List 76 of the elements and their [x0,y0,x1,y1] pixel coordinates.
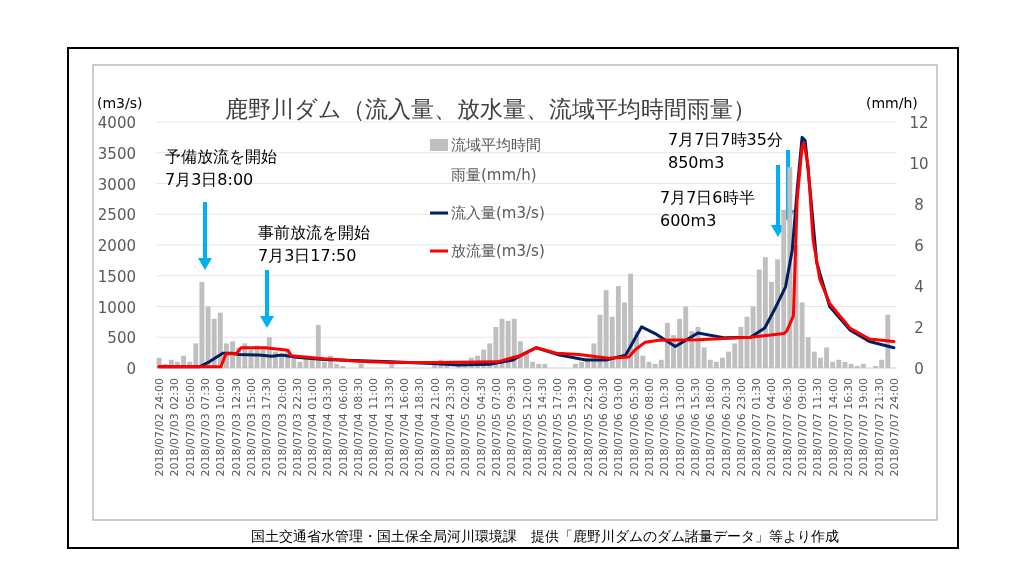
x-tick-label: 2018/07/06 03:00 [612,378,626,477]
y-tick-label: 2500 [97,206,136,225]
legend-label: 流入量(m3/s) [451,204,545,222]
y2-tick-label: 2 [914,319,924,337]
x-tick-label: 2018/07/05 04:30 [474,378,488,477]
x-tick-label: 2018/07/03 17:30 [260,378,274,477]
x-tick-label: 2018/07/07 16:30 [842,378,856,477]
x-tick-label: 2018/07/06 08:00 [642,378,656,477]
x-tick-label: 2018/07/06 20:30 [719,378,733,477]
x-tick-label: 2018/07/07 24:00 [887,378,901,477]
x-tick-label: 2018/07/06 05:30 [627,378,641,477]
legend-label: 放流量(m3/s) [451,242,545,260]
x-tick-label: 2018/07/03 12:30 [229,378,243,477]
x-tick-label: 2018/07/06 10:30 [658,378,672,477]
x-tick-label: 2018/07/03 22:30 [290,378,304,477]
x-tick-label: 2018/07/07 19:00 [857,378,871,477]
annotation: 7月7日6時半 600m3 [660,188,755,230]
x-tick-label: 2018/07/04 03:30 [321,378,335,477]
x-tick-label: 2018/07/03 05:00 [183,378,197,477]
x-tick-label: 2018/07/05 02:00 [459,378,473,477]
annotation: 事前放流を開始 7月3日17:50 [258,223,370,265]
x-tick-label: 2018/07/04 18:30 [413,378,427,477]
x-tick-label: 2018/07/07 14:00 [826,378,840,477]
x-tick-label: 2018/07/04 16:00 [398,378,412,477]
y2-tick-label: 4 [914,278,924,296]
y2-tick-label: 10 [909,155,929,173]
x-tick-label: 2018/07/07 04:00 [765,378,779,477]
x-tick-label: 2018/07/05 12:00 [520,378,534,477]
y-tick-label: 2000 [97,237,136,255]
y-tick-label: 500 [107,329,136,348]
x-tick-label: 2018/07/06 13:00 [673,378,687,477]
y2-tick-label: 0 [914,360,924,378]
y2-tick-label: 8 [914,196,924,214]
y-tick-label: 4000 [97,114,136,132]
y-tick-label: 1000 [97,298,136,317]
x-tick-label: 2018/07/05 22:00 [581,378,595,477]
x-tick-label: 2018/07/03 20:00 [275,378,289,477]
y-tick-label: 3500 [97,144,136,163]
legend-label: 流域平均時間雨量(mm/h) [451,136,541,184]
x-tick-label: 2018/07/06 00:30 [597,378,611,477]
x-tick-label: 2018/07/05 19:30 [566,378,580,477]
x-tick-label: 2018/07/05 14:30 [535,378,549,477]
y-tick-label: 1500 [97,267,136,286]
x-tick-label: 2018/07/07 09:00 [796,378,810,477]
x-tick-label: 2018/07/06 23:00 [734,378,748,477]
x-tick-label: 2018/07/04 13:30 [382,378,396,477]
x-tick-label: 2018/07/04 23:30 [443,378,457,477]
x-tick-label: 2018/07/04 06:00 [336,378,350,477]
x-tick-label: 2018/07/02 24:00 [153,378,167,477]
x-tick-label: 2018/07/06 18:00 [704,378,718,477]
x-tick-label: 2018/07/07 06:30 [780,378,794,477]
y-tick-label: 3000 [97,175,136,194]
x-tick-label: 2018/07/04 08:30 [352,378,366,477]
x-tick-label: 2018/07/07 11:30 [811,378,825,477]
x-tick-label: 2018/07/07 01:30 [750,378,764,477]
y-tick-label: 0 [126,360,136,378]
x-tick-label: 2018/07/04 01:00 [306,378,320,477]
x-tick-label: 2018/07/04 21:00 [428,378,442,477]
x-tick-label: 2018/07/06 15:30 [688,378,702,477]
x-tick-label: 2018/07/07 21:30 [872,378,886,477]
annotation: 7月7日7時35分 850m3 [668,130,783,172]
y2-tick-label: 6 [914,237,924,255]
y2-axis-title: (mm/h) [866,95,918,111]
y-axis-title: (m3/s) [97,95,143,111]
x-tick-label: 2018/07/05 07:00 [489,378,503,477]
annotation: 予備放流を開始 7月3日8:00 [165,147,277,189]
x-tick-label: 2018/07/05 17:00 [551,378,565,477]
x-tick-label: 2018/07/03 15:00 [244,378,258,477]
chart-title: 鹿野川ダム（流入量、放水量、流域平均時間雨量） [224,96,756,122]
x-tick-label: 2018/07/03 02:30 [168,378,182,477]
x-tick-label: 2018/07/03 10:00 [214,378,228,477]
x-tick-label: 2018/07/04 11:00 [367,378,381,477]
x-tick-label: 2018/07/05 09:30 [505,378,519,477]
y2-tick-label: 12 [909,114,929,132]
x-tick-label: 2018/07/03 07:30 [198,378,212,477]
text: 国土交通省水管理・国土保全局河川環境課 提供「鹿野川ダムのダム諸量データ」等より作成 [251,528,839,544]
